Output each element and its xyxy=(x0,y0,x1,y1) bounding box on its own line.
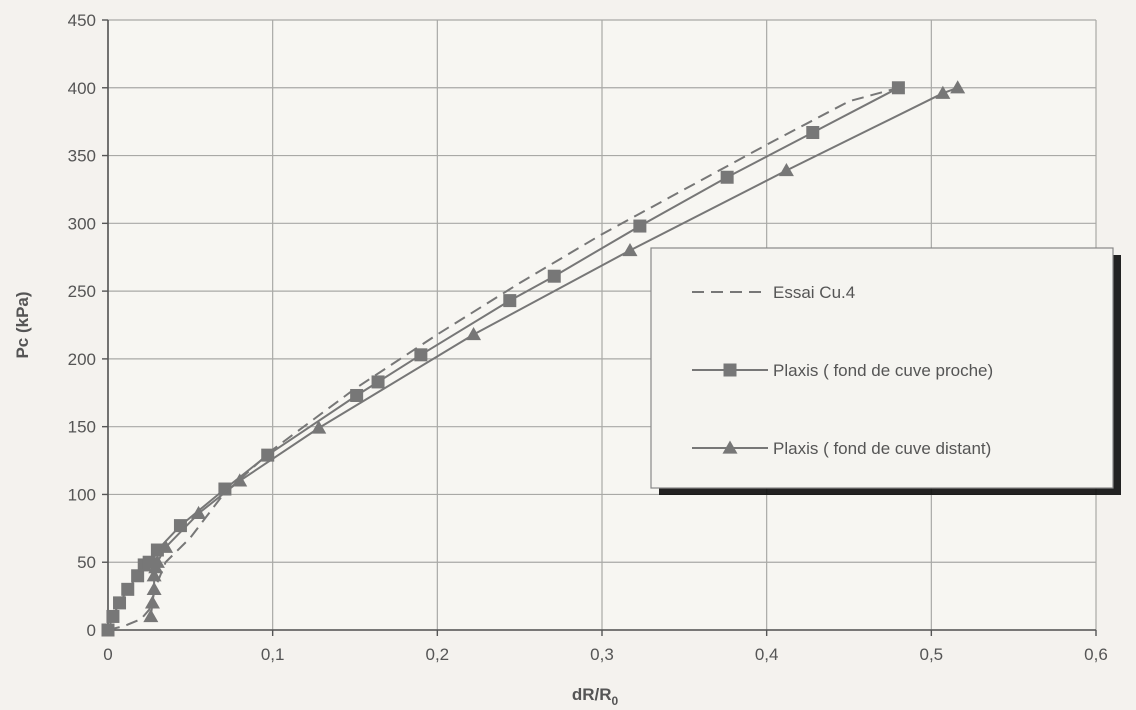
square-point xyxy=(101,623,115,637)
x-tick-label: 0,5 xyxy=(920,645,944,664)
y-tick-label: 300 xyxy=(68,214,96,233)
series-layer xyxy=(101,80,966,637)
x-tick-label: 0,3 xyxy=(590,645,614,664)
legend-item: Essai Cu.4 xyxy=(692,283,855,302)
x-axis-title: dR/R0 xyxy=(572,685,619,708)
square-point xyxy=(106,609,120,623)
square-point xyxy=(371,375,385,389)
square-point xyxy=(806,126,820,140)
legend-label: Essai Cu.4 xyxy=(773,283,855,302)
triangle-point xyxy=(146,568,162,582)
square-point xyxy=(113,596,127,610)
x-tick-label: 0 xyxy=(103,645,112,664)
legend-marker xyxy=(723,363,737,377)
triangle-point xyxy=(622,242,638,257)
y-tick-label: 450 xyxy=(68,11,96,30)
triangle-point xyxy=(950,80,966,94)
square-point xyxy=(173,519,187,533)
square-point xyxy=(503,294,517,308)
square-point xyxy=(150,543,164,557)
y-tick-label: 200 xyxy=(68,350,96,369)
triangle-point xyxy=(144,595,160,609)
square-point xyxy=(350,388,364,402)
triangle-point xyxy=(158,539,174,553)
legend-item: Plaxis ( fond de cuve distant) xyxy=(692,439,991,458)
legend-label: Plaxis ( fond de cuve proche) xyxy=(773,361,993,380)
triangle-point xyxy=(466,326,482,341)
y-tick-label: 400 xyxy=(68,79,96,98)
y-tick-label: 350 xyxy=(68,147,96,166)
series-3 xyxy=(143,80,966,623)
y-tick-label: 50 xyxy=(77,553,96,572)
triangle-point xyxy=(146,581,162,595)
y-tick-label: 100 xyxy=(68,485,96,504)
square-point xyxy=(121,582,135,596)
square-point xyxy=(414,348,428,362)
y-tick-label: 150 xyxy=(68,418,96,437)
triangle-point xyxy=(191,505,207,520)
square-point xyxy=(218,482,232,496)
legend: Essai Cu.4 Plaxis ( fond de cuve proche) P… xyxy=(650,247,1121,495)
legend-label: Plaxis ( fond de cuve distant) xyxy=(773,439,991,458)
x-tick-label: 0,4 xyxy=(755,645,779,664)
square-point xyxy=(891,81,905,95)
y-axis-title: Pc (kPa) xyxy=(13,291,32,358)
axes: 0 50 100 150 200 250 300 350 400 450 0 0,1 0,2 0,3 0,4… xyxy=(68,11,1108,664)
x-axis-title-main: dR/R xyxy=(572,685,612,704)
x-tick-label: 0,6 xyxy=(1084,645,1108,664)
square-point xyxy=(261,448,275,462)
y-tick-label: 0 xyxy=(87,621,96,640)
legend-items: Essai Cu.4 Plaxis ( fond de cuve proche) P… xyxy=(692,283,993,458)
triangle-point xyxy=(143,608,159,623)
y-tick-label: 250 xyxy=(68,282,96,301)
square-point xyxy=(720,170,734,184)
legend-item: Plaxis ( fond de cuve proche) xyxy=(692,361,993,380)
square-point xyxy=(547,269,561,283)
triangle-point xyxy=(149,554,165,568)
triangle-point xyxy=(232,473,248,487)
triangle-point xyxy=(935,85,951,99)
x-tick-label: 0,2 xyxy=(426,645,450,664)
triangle-point xyxy=(778,162,794,177)
legend-marker xyxy=(722,440,738,454)
x-tick-label: 0,1 xyxy=(261,645,285,664)
series-2 xyxy=(101,81,905,637)
x-axis-title-subscript: 0 xyxy=(611,694,618,708)
square-point xyxy=(131,569,145,583)
square-point xyxy=(633,219,647,233)
triangle-point xyxy=(311,420,327,434)
